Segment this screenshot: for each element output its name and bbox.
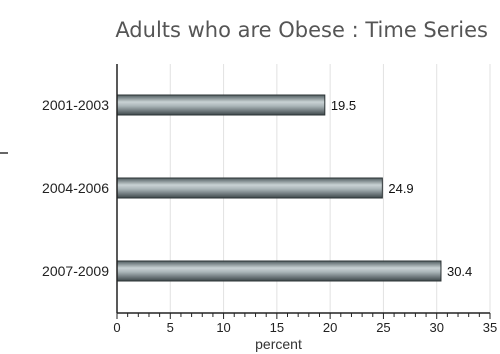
bar-2007-2009 (116, 260, 442, 282)
value-label-2004-2006: 24.9 (388, 181, 413, 196)
x-tick-label-25: 25 (376, 320, 390, 335)
bar-2004-2006 (116, 177, 383, 199)
x-tick-label-10: 10 (216, 320, 230, 335)
category-label-2001-2003: 2001-2003 (42, 97, 109, 113)
chart-title: Adults who are Obese : Time Series (115, 18, 488, 42)
category-label-2007-2009: 2007-2009 (42, 263, 109, 279)
x-tick-label-35: 35 (483, 320, 497, 335)
category-label-2004-2006: 2004-2006 (42, 180, 109, 196)
x-axis-title: percent (255, 336, 302, 352)
x-tick-label-15: 15 (270, 320, 284, 335)
x-tick-label-0: 0 (113, 320, 120, 335)
bar-2001-2003 (116, 94, 326, 116)
x-tick-label-20: 20 (323, 320, 337, 335)
x-tick-label-30: 30 (429, 320, 443, 335)
side-dash-mark (0, 152, 8, 154)
bar-layer: 19.5 2001-2003 24.9 2004-2006 30.4 2007-2009 (42, 94, 472, 282)
value-label-2001-2003: 19.5 (331, 98, 356, 113)
x-tick-label-5: 5 (167, 320, 174, 335)
axis-layer: 0 5 10 15 20 25 30 35 (113, 64, 497, 335)
value-label-2007-2009: 30.4 (447, 264, 472, 279)
